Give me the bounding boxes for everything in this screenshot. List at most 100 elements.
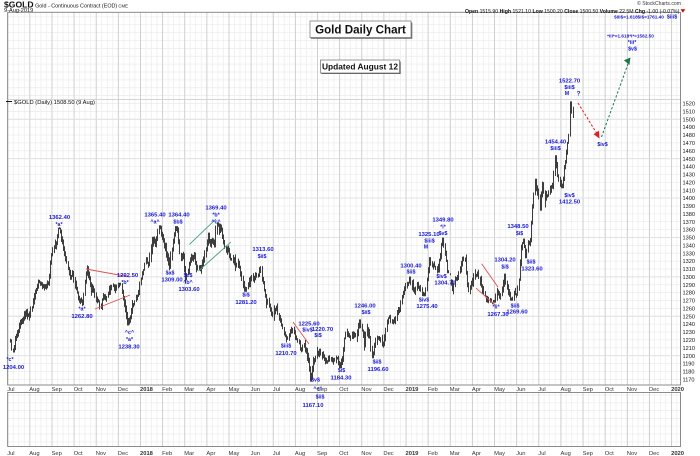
svg-text:1364.40: 1364.40 <box>168 213 190 219</box>
svg-text:Jun: Jun <box>251 451 260 456</box>
svg-text:$iii$: $iii$ <box>281 344 291 350</box>
svg-text:1522.70: 1522.70 <box>559 79 581 85</box>
svg-text:2018: 2018 <box>140 451 154 456</box>
svg-text:Aug: Aug <box>295 451 305 456</box>
svg-text:$iv$: $iv$ <box>436 274 446 280</box>
svg-text:1184.30: 1184.30 <box>331 376 353 382</box>
svg-text:$iv$: $iv$ <box>564 193 574 199</box>
svg-text:$v$: $v$ <box>628 47 637 53</box>
svg-text:$iii$: $iii$ <box>564 85 574 91</box>
svg-text:1325.10: 1325.10 <box>418 232 440 238</box>
svg-text:1430: 1430 <box>683 173 695 179</box>
svg-text:Sep: Sep <box>317 451 327 456</box>
svg-text:Nov: Nov <box>361 451 371 456</box>
svg-text:May: May <box>229 451 240 456</box>
svg-text:Mar: Mar <box>184 451 194 456</box>
svg-text:Apr: Apr <box>472 451 481 456</box>
svg-text:May: May <box>494 387 505 393</box>
svg-text:9-Aug-2019: 9-Aug-2019 <box>4 8 33 14</box>
svg-text:© StockCharts.com: © StockCharts.com <box>637 0 681 7</box>
svg-text:Aug: Aug <box>561 451 571 456</box>
svg-text:1480: 1480 <box>683 133 695 139</box>
svg-text:$b$: $b$ <box>173 220 182 226</box>
svg-text:1180: 1180 <box>683 370 695 376</box>
svg-text:1170: 1170 <box>683 377 695 383</box>
svg-text:1238.30: 1238.30 <box>118 345 140 351</box>
svg-text:?: ? <box>576 91 580 98</box>
svg-text:1250: 1250 <box>683 314 695 320</box>
svg-text:Mar: Mar <box>450 387 460 393</box>
svg-text:1246.00: 1246.00 <box>354 304 376 310</box>
svg-text:Jul: Jul <box>273 451 280 456</box>
svg-text:Nov: Nov <box>96 451 106 456</box>
svg-text:Jul: Jul <box>273 387 280 393</box>
svg-text:^c^: ^c^ <box>211 220 220 226</box>
svg-text:$ii$: $ii$ <box>511 304 520 310</box>
svg-text:1240: 1240 <box>683 322 695 328</box>
svg-text:Aug: Aug <box>29 451 39 456</box>
svg-text:1360: 1360 <box>683 228 695 234</box>
svg-text:2018: 2018 <box>140 387 154 393</box>
svg-text:Apr: Apr <box>206 387 215 393</box>
svg-text:1500: 1500 <box>683 117 695 123</box>
svg-text:$i$: $i$ <box>501 265 508 271</box>
svg-text:Oct: Oct <box>339 451 348 456</box>
svg-text:1304.20: 1304.20 <box>494 258 516 264</box>
svg-text:Oct: Oct <box>605 451 614 456</box>
svg-text:1412.50: 1412.50 <box>559 200 581 206</box>
svg-text:$i$: $i$ <box>516 231 523 237</box>
svg-text:1220.70: 1220.70 <box>312 327 334 333</box>
svg-text:Feb: Feb <box>428 387 438 393</box>
svg-text:$iv$: $iv$ <box>302 328 312 334</box>
svg-text:1310: 1310 <box>683 267 695 273</box>
svg-text:Jul: Jul <box>7 451 14 456</box>
svg-text:1262.80: 1262.80 <box>71 314 93 320</box>
svg-text:Jul: Jul <box>7 387 14 393</box>
svg-text:2020: 2020 <box>671 387 684 393</box>
svg-text:1281.20: 1281.20 <box>235 300 257 306</box>
svg-text:1365.40: 1365.40 <box>144 213 166 219</box>
svg-text:Jun: Jun <box>516 387 525 393</box>
svg-text:$a$: $a$ <box>166 271 175 277</box>
svg-text:Sep: Sep <box>52 451 62 456</box>
svg-text:Gold Daily Chart: Gold Daily Chart <box>315 24 406 37</box>
svg-text:$GOLD (Daily) 1508.50 (9 Aug): $GOLD (Daily) 1508.50 (9 Aug) <box>14 100 95 106</box>
svg-text:1420: 1420 <box>683 180 695 186</box>
svg-text:Dec: Dec <box>383 387 393 393</box>
svg-text:$i$: $i$ <box>314 333 321 339</box>
svg-text:$GOLD Gold - Continuous Contra: $GOLD Gold - Continuous Contract (EOD) C… <box>4 0 128 9</box>
svg-text:Nov: Nov <box>627 451 637 456</box>
svg-text:$i$: $i$ <box>338 368 345 374</box>
svg-text:^a^: ^a^ <box>150 220 159 226</box>
svg-text:Apr: Apr <box>472 387 481 393</box>
svg-text:1349.80: 1349.80 <box>432 218 454 224</box>
svg-text:1369.40: 1369.40 <box>205 206 227 212</box>
svg-text:1410: 1410 <box>683 188 695 194</box>
svg-text:1267.30: 1267.30 <box>487 312 509 318</box>
svg-text:1225.60: 1225.60 <box>298 322 320 328</box>
svg-text:Feb: Feb <box>162 451 172 456</box>
svg-text:Oct: Oct <box>339 387 348 393</box>
svg-text:Nov: Nov <box>627 387 637 393</box>
svg-text:2019: 2019 <box>406 451 420 456</box>
svg-text:Dec: Dec <box>118 451 128 456</box>
svg-text:1320: 1320 <box>683 259 695 265</box>
svg-text:Feb: Feb <box>162 387 172 393</box>
svg-text:1460: 1460 <box>683 149 695 155</box>
svg-text:Nov: Nov <box>361 387 371 393</box>
svg-text:Sep: Sep <box>583 451 593 456</box>
svg-text:Oct: Oct <box>605 387 614 393</box>
svg-text:1470: 1470 <box>683 141 695 147</box>
svg-text:1520: 1520 <box>683 102 695 108</box>
svg-text:Sep: Sep <box>317 387 327 393</box>
svg-text:^c^: ^c^ <box>125 330 134 336</box>
svg-text:*ii*: *ii* <box>492 305 500 311</box>
svg-text:$i$: $i$ <box>242 293 249 299</box>
svg-text:1260: 1260 <box>683 307 695 313</box>
svg-text:^c^: ^c^ <box>313 387 322 393</box>
svg-text:Nov: Nov <box>96 387 106 393</box>
svg-text:1300: 1300 <box>683 275 695 281</box>
svg-text:Jul: Jul <box>538 387 545 393</box>
svg-text:1309.00: 1309.00 <box>161 278 183 284</box>
svg-text:Oct: Oct <box>74 387 83 393</box>
